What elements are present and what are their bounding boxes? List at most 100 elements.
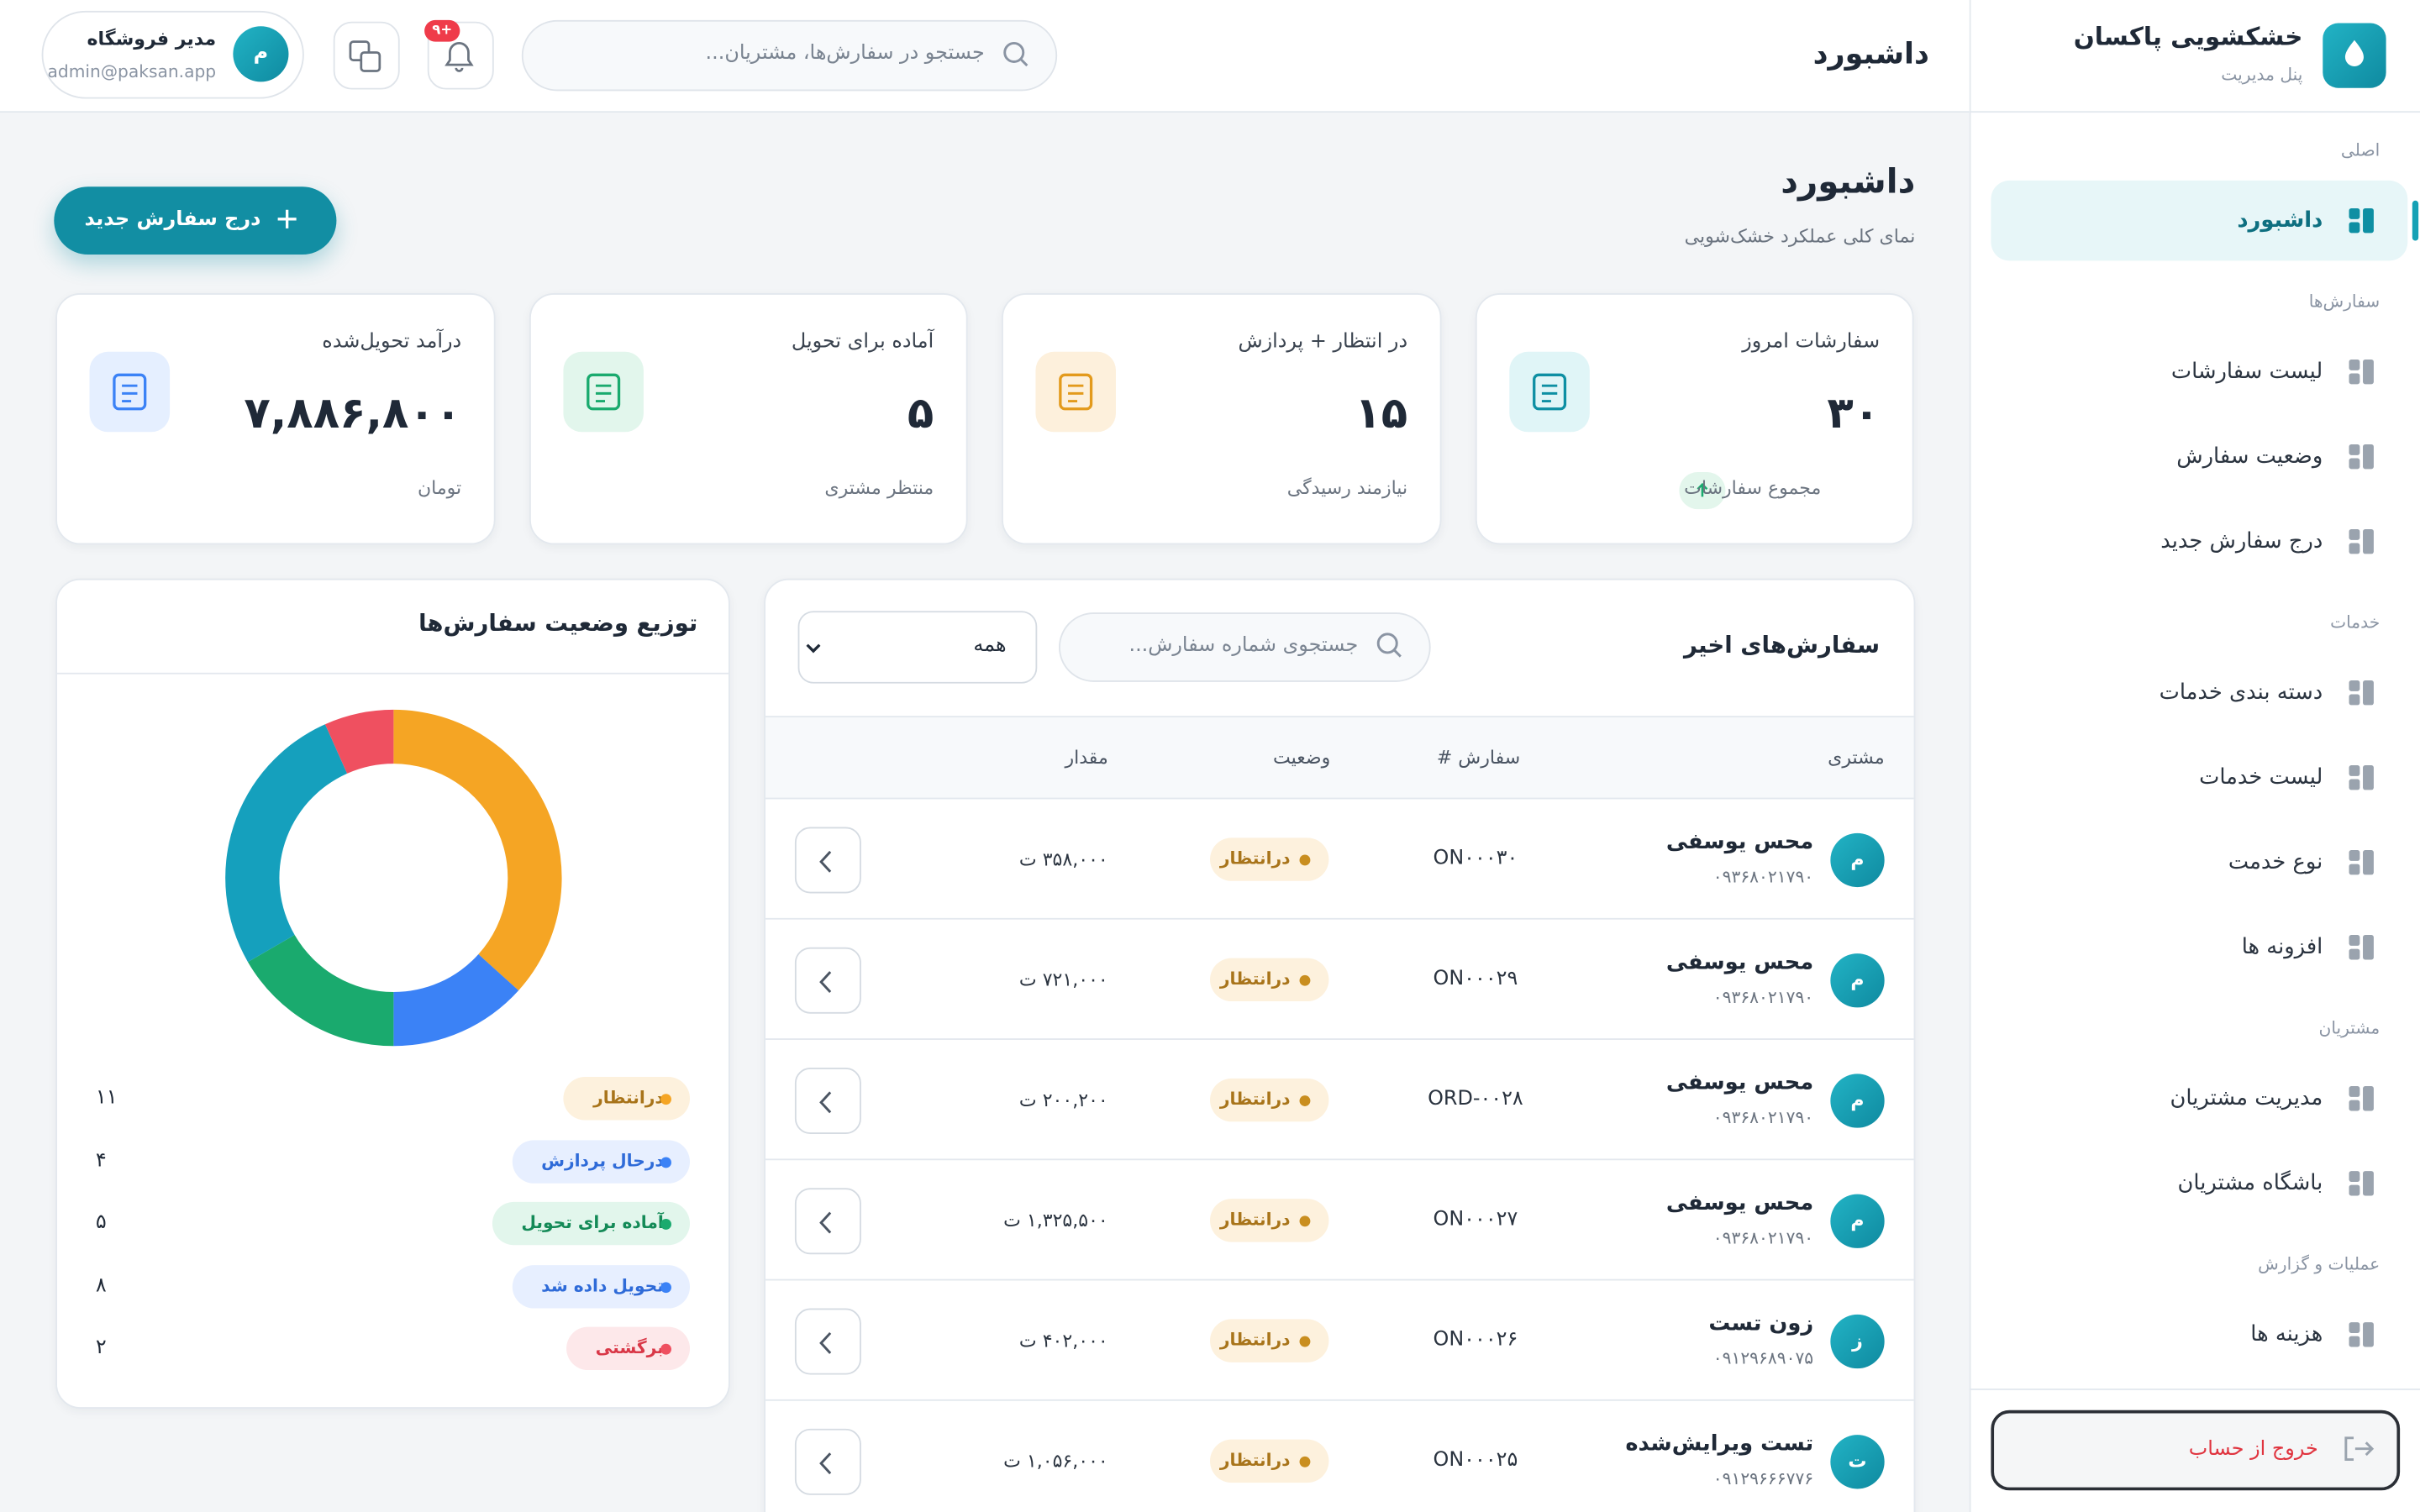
status-dot xyxy=(1299,1456,1311,1467)
logout-button[interactable] xyxy=(1991,1410,2401,1491)
row-divider xyxy=(765,1038,1914,1040)
nav-item[interactable]: لیست سفارشات xyxy=(2170,359,2323,385)
row-divider xyxy=(765,1158,1914,1161)
user-email: admin@paksan.app xyxy=(47,61,217,82)
nav-item[interactable]: دسته بندی خدمات xyxy=(2159,680,2323,706)
status-label: درانتظار xyxy=(1219,848,1291,869)
legend-pill xyxy=(512,1139,691,1183)
customer-avatar: ز xyxy=(1830,1314,1885,1369)
status-dot xyxy=(1299,974,1311,986)
row-action[interactable] xyxy=(794,1308,861,1375)
legend-pill xyxy=(492,1201,691,1246)
filter-value: همه xyxy=(973,633,1007,658)
user-name: مدیر فروشگاه xyxy=(87,28,217,50)
customer-name: محس یوسفی xyxy=(1665,830,1814,855)
sidebar-footer-border xyxy=(1969,1389,2420,1390)
chart-header-border xyxy=(56,672,729,675)
row-action[interactable] xyxy=(794,1428,861,1495)
nav-item[interactable]: نوع خدمت xyxy=(2228,850,2323,875)
legend-value: ۲ xyxy=(95,1336,107,1360)
column-header: مشتری xyxy=(1828,746,1885,769)
row-divider xyxy=(765,917,1914,920)
search-placeholder: جستجوی شماره سفارش... xyxy=(1128,633,1359,658)
search-icon xyxy=(1374,629,1405,660)
nav-item[interactable]: مدیریت مشتریان xyxy=(2170,1086,2323,1111)
order-search[interactable] xyxy=(1059,612,1431,682)
nav-section-title: اصلی xyxy=(2340,140,2381,161)
donut-segment xyxy=(225,724,348,963)
customer-phone: ۰۹۳۶۸۰۲۱۷۹۰ xyxy=(1712,867,1814,888)
nav-active-bg xyxy=(1991,180,2408,261)
search-placeholder: جستجو در سفارش‌ها، مشتریان... xyxy=(705,41,985,66)
nav-item[interactable]: لیست خدمات xyxy=(2199,765,2323,790)
customer-name: محس یوسفی xyxy=(1665,950,1814,975)
brand-name: خشکشویی پاکسان xyxy=(2073,21,2303,51)
stat-title: در انتظار + پردازش xyxy=(1238,330,1408,354)
order-number: ON۰۰۰۲۹ xyxy=(1433,967,1518,991)
order-amount: ۲۰۰,۲۰۰ ت xyxy=(1018,1089,1108,1111)
stat-value: ۷,۸۸۶,۸۰۰ xyxy=(244,387,462,438)
new-order-label: درج سفارش جدید xyxy=(84,207,261,232)
stat-value: ۵ xyxy=(907,387,934,438)
nav-section-title: سفارش‌ها xyxy=(2308,291,2381,312)
stat-title: سفارشات امروز xyxy=(1742,330,1881,354)
stat-icon xyxy=(1509,351,1590,433)
nav-icon xyxy=(2346,1168,2377,1199)
stat-note: منتظر مشتری xyxy=(824,476,934,499)
row-action[interactable] xyxy=(794,947,861,1014)
legend-dot xyxy=(660,1281,671,1293)
nav-icon xyxy=(2346,932,2377,963)
order-number: ON۰۰۰۲۶ xyxy=(1433,1328,1518,1352)
status-dot xyxy=(1299,1095,1311,1106)
stat-note: نیازمند رسیدگی xyxy=(1286,476,1408,499)
nav-item[interactable]: وضعیت سفارش xyxy=(2176,444,2323,470)
stat-note: مجموع سفارشات xyxy=(1684,476,1822,499)
row-action[interactable] xyxy=(794,827,861,894)
search-icon xyxy=(1000,39,1031,70)
translate-button[interactable] xyxy=(333,21,400,90)
nav-item[interactable]: باشگاه مشتریان xyxy=(2177,1171,2323,1196)
legend-label: تحویل داده شد xyxy=(541,1275,664,1295)
status-filter[interactable] xyxy=(797,611,1038,684)
order-amount: ۱,۳۲۵,۵۰۰ ت xyxy=(1003,1210,1108,1231)
page-title: داشبورد xyxy=(1781,163,1916,202)
status-dot xyxy=(1299,1215,1311,1227)
row-action[interactable] xyxy=(794,1188,861,1255)
order-number: ON۰۰۰۲۷ xyxy=(1433,1208,1518,1231)
row-action[interactable] xyxy=(794,1068,861,1135)
status-dot xyxy=(1299,854,1311,866)
new-order-button[interactable] xyxy=(54,186,337,255)
customer-phone: ۰۹۳۶۸۰۲۱۷۹۰ xyxy=(1712,987,1814,1008)
nav-item[interactable]: درج سفارش جدید xyxy=(2160,529,2323,554)
status-label: درانتظار xyxy=(1219,1210,1291,1230)
notifications-button[interactable] xyxy=(427,21,494,90)
trend-badge xyxy=(1679,472,1726,510)
customer-avatar: م xyxy=(1830,1074,1885,1128)
donut-segment xyxy=(393,709,562,991)
nav-icon xyxy=(2346,441,2377,472)
row-divider xyxy=(765,1399,1914,1401)
stat-icon xyxy=(89,351,171,433)
customer-phone: ۰۹۳۶۸۰۲۱۷۹۰ xyxy=(1712,1228,1814,1248)
donut-segment xyxy=(393,954,519,1047)
nav-icon xyxy=(2346,762,2377,793)
nav-icon xyxy=(2346,205,2377,236)
nav-icon xyxy=(2346,526,2377,557)
nav-item[interactable]: هزینه ها xyxy=(2250,1322,2323,1347)
donut-segment xyxy=(324,709,394,774)
order-number: ON۰۰۰۳۰ xyxy=(1433,847,1518,870)
customer-name: محس یوسفی xyxy=(1665,1070,1814,1096)
customer-avatar: ت xyxy=(1830,1435,1885,1489)
customer-name: تست ویرایش‌شده xyxy=(1625,1431,1814,1457)
order-amount: ۴۰۲,۰۰۰ ت xyxy=(1018,1330,1108,1352)
donut-segment xyxy=(247,935,394,1047)
stat-title: آماده برای تحویل xyxy=(791,330,934,354)
status-label: درانتظار xyxy=(1219,969,1291,990)
nav-item[interactable]: افزونه ها xyxy=(2241,935,2323,960)
legend-value: ۱۱ xyxy=(95,1086,118,1110)
nav-icon xyxy=(2346,1083,2377,1114)
nav-section-title: عملیات و گزارش xyxy=(2258,1254,2381,1275)
nav-item[interactable]: داشبورد xyxy=(2237,207,2323,234)
global-search[interactable] xyxy=(521,19,1058,92)
